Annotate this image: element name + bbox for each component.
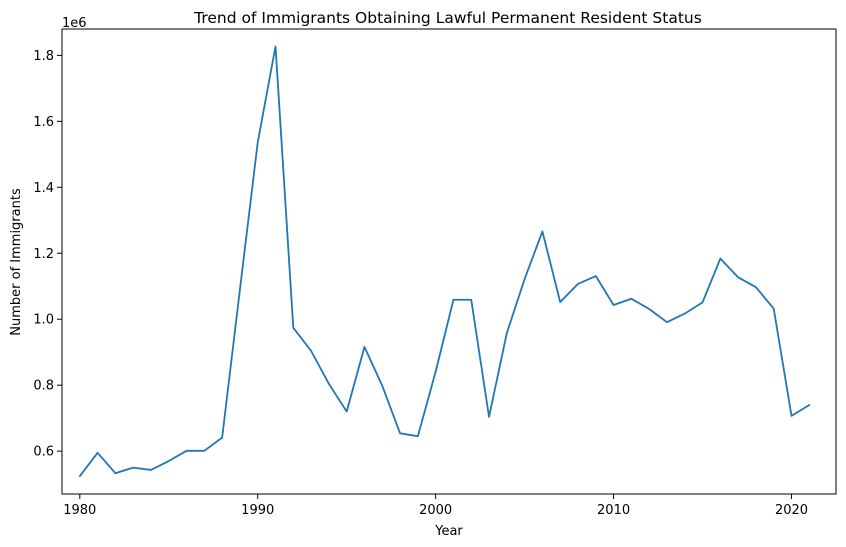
series-line <box>78 45 811 478</box>
y-tick-label: 1.4 <box>33 181 54 196</box>
x-tick-label: 1980 <box>63 503 96 518</box>
x-axis-label: Year <box>434 524 463 539</box>
x-tick-label: 2020 <box>775 503 808 518</box>
y-tick-label: 0.8 <box>33 379 54 394</box>
x-tick-label: 2000 <box>419 503 452 518</box>
x-tick-label: 2010 <box>597 503 630 518</box>
x-axis-ticks: 1980 1990 2000 2010 2020 <box>63 494 808 518</box>
chart-title: Trend of Immigrants Obtaining Lawful Per… <box>193 9 702 27</box>
y-tick-label: 1.2 <box>33 247 54 262</box>
y-tick-label: 1.6 <box>33 115 54 130</box>
y-axis-offset-label: 1e6 <box>62 16 87 31</box>
y-tick-label: 1.0 <box>33 313 54 328</box>
series-layer <box>78 45 811 478</box>
plot-frame <box>61 28 837 495</box>
y-tick-label: 1.8 <box>33 49 54 64</box>
y-axis-ticks: 0.6 0.8 1.0 1.2 1.4 1.6 1.8 <box>33 49 62 460</box>
x-tick-label: 1990 <box>241 503 274 518</box>
y-tick-label: 0.6 <box>33 445 54 460</box>
y-axis-label: Number of Immigrants <box>9 188 24 336</box>
